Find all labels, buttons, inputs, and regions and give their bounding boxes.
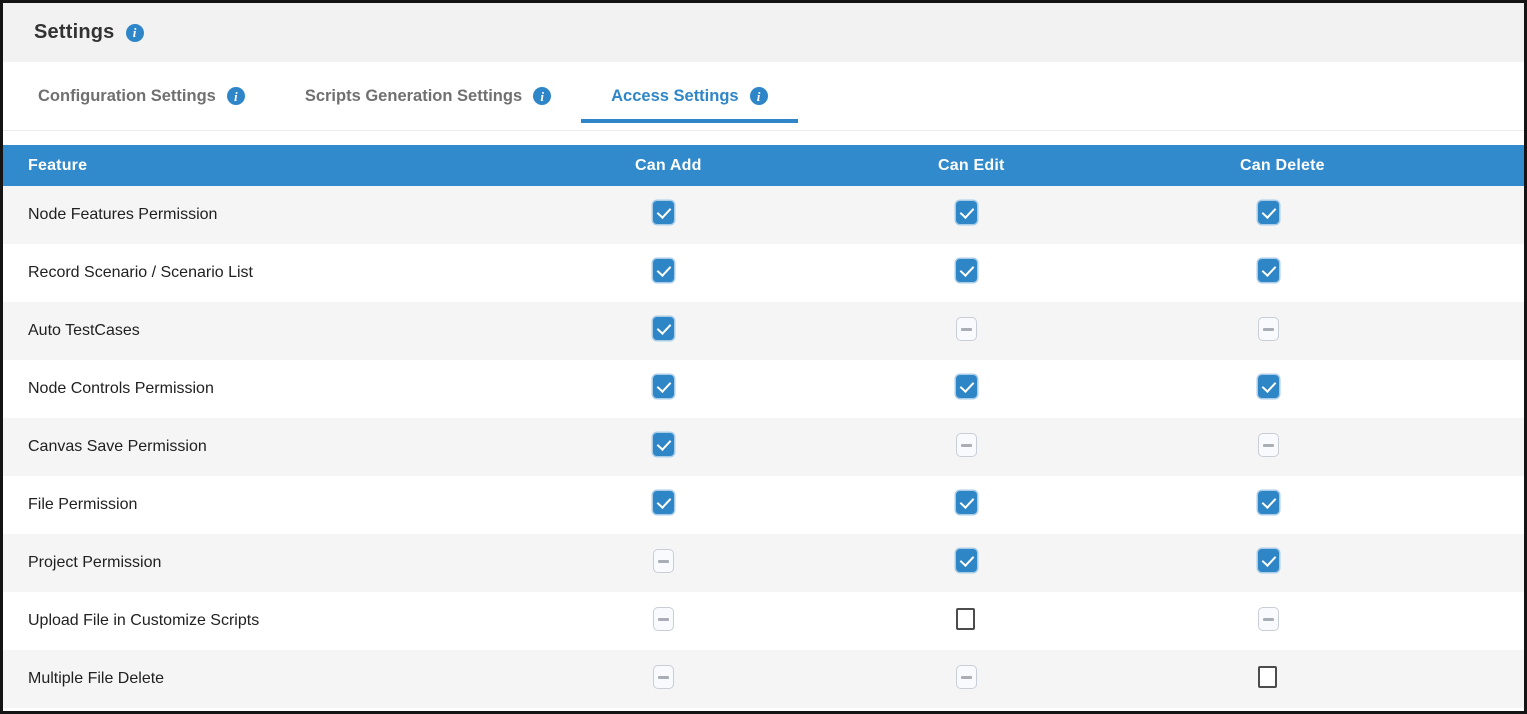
tab-access-settings[interactable]: Access Settings i <box>581 62 799 130</box>
checkbox-can-add[interactable] <box>653 606 674 631</box>
checkbox-can-edit[interactable] <box>956 549 977 572</box>
checkbox-can-delete[interactable] <box>1258 432 1279 457</box>
column-header-can-edit: Can Edit <box>938 156 1005 174</box>
feature-label: Project Permission <box>28 554 162 571</box>
checkbox-can-edit[interactable] <box>956 375 977 398</box>
feature-label: File Permission <box>28 496 138 513</box>
feature-label: Upload File in Customize Scripts <box>28 612 260 629</box>
feature-label: Multiple File Delete <box>28 670 165 687</box>
checkbox-can-delete[interactable] <box>1258 259 1279 282</box>
table-row: Canvas Save Permission <box>3 418 1524 476</box>
table-row: Node Controls Permission <box>3 360 1524 418</box>
table-header-row: Feature Can Add Can Edit Can Delete <box>3 145 1524 186</box>
checkbox-can-delete[interactable] <box>1258 606 1279 631</box>
tab-configuration-settings[interactable]: Configuration Settings i <box>8 62 275 130</box>
checkbox-can-edit[interactable] <box>956 316 977 341</box>
checkbox-can-edit[interactable] <box>956 432 977 457</box>
table-row: Auto TestCases <box>3 302 1524 360</box>
checkbox-can-add[interactable] <box>653 375 674 398</box>
checkbox-can-add[interactable] <box>653 201 674 224</box>
info-icon[interactable]: i <box>533 87 552 105</box>
checkbox-can-add[interactable] <box>653 491 674 514</box>
table-row: Project Permission <box>3 534 1524 592</box>
tab-label: Configuration Settings <box>38 86 216 105</box>
checkbox-can-add[interactable] <box>653 548 674 573</box>
info-icon[interactable]: i <box>125 23 144 42</box>
checkbox-can-edit[interactable] <box>956 201 977 224</box>
info-icon[interactable]: i <box>226 87 245 105</box>
feature-label: Node Features Permission <box>28 206 218 223</box>
checkbox-can-delete[interactable] <box>1258 549 1279 572</box>
table-row: Node Features Permission <box>3 186 1524 244</box>
tab-label: Scripts Generation Settings <box>304 86 523 105</box>
checkbox-can-edit[interactable] <box>956 607 975 630</box>
access-settings-table: Feature Can Add Can Edit Can Delete Node… <box>3 145 1524 711</box>
checkbox-can-delete[interactable] <box>1258 316 1279 341</box>
checkbox-can-edit[interactable] <box>956 491 977 514</box>
table-row: Multiple File Delete <box>3 650 1524 708</box>
checkbox-can-delete[interactable] <box>1258 201 1279 224</box>
checkbox-can-delete[interactable] <box>1258 665 1277 688</box>
table-row: Record Scenario / Scenario List <box>3 244 1524 302</box>
feature-label: Auto TestCases <box>28 322 140 339</box>
titlebar: Settings i <box>3 3 1524 62</box>
feature-label: Record Scenario / Scenario List <box>28 264 253 281</box>
table-row: Upload File in Customize Scripts <box>3 592 1524 650</box>
tab-bar: Configuration Settings i Scripts Generat… <box>3 62 1524 131</box>
checkbox-can-delete[interactable] <box>1258 491 1279 514</box>
feature-label: Canvas Save Permission <box>28 438 207 455</box>
table-body: Node Features Permission Record Scenario… <box>3 186 1524 708</box>
checkbox-can-edit[interactable] <box>956 259 977 282</box>
column-header-can-delete: Can Delete <box>1240 156 1325 174</box>
checkbox-can-add[interactable] <box>653 317 674 340</box>
table-row: File Permission <box>3 476 1524 534</box>
page-title: Settings <box>34 21 115 43</box>
tab-scripts-generation-settings[interactable]: Scripts Generation Settings i <box>275 62 581 130</box>
tab-label: Access Settings <box>611 86 739 105</box>
checkbox-can-delete[interactable] <box>1258 375 1279 398</box>
checkbox-can-add[interactable] <box>653 664 674 689</box>
feature-label: Node Controls Permission <box>28 380 214 397</box>
checkbox-can-add[interactable] <box>653 259 674 282</box>
column-header-feature: Feature <box>28 156 88 174</box>
checkbox-can-edit[interactable] <box>956 664 977 689</box>
checkbox-can-add[interactable] <box>653 433 674 456</box>
info-icon[interactable]: i <box>749 87 768 105</box>
column-header-can-add: Can Add <box>635 156 702 174</box>
